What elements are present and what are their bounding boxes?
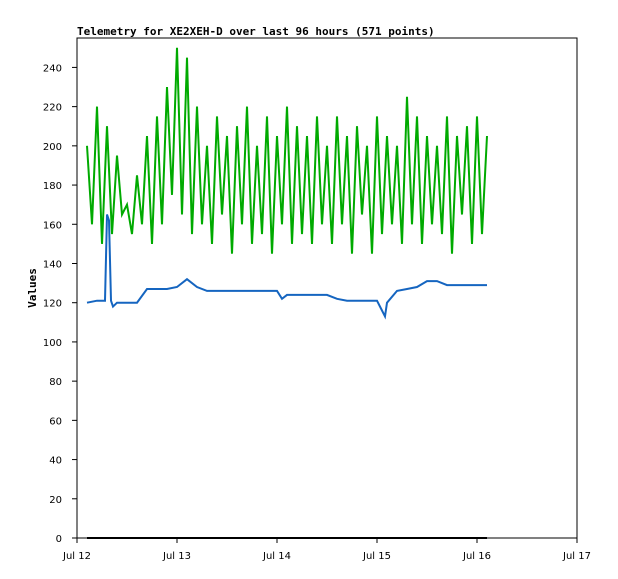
series-layer bbox=[86, 47, 488, 539]
x-tick-label: Jul 13 bbox=[162, 551, 191, 562]
y-tick-label: 80 bbox=[49, 377, 62, 388]
y-tick-label: 120 bbox=[43, 299, 62, 310]
x-axis: Jul 12 Jul 13 Jul 14 Jul 15 Jul 16 Jul 17 bbox=[62, 538, 591, 562]
y-tick-label: 140 bbox=[43, 259, 62, 270]
y-tick-label: 100 bbox=[43, 338, 62, 349]
x-tick-label: Jul 17 bbox=[562, 551, 591, 562]
y-axis: 0 20 40 60 80 100 120 140 160 180 200 220 240 bbox=[43, 63, 77, 545]
y-tick-label: 180 bbox=[43, 181, 62, 192]
y-tick-label: 240 bbox=[43, 63, 62, 74]
y-tick-label: 160 bbox=[43, 220, 62, 231]
series-line-0 bbox=[86, 47, 488, 254]
y-tick-label: 20 bbox=[49, 495, 62, 506]
series-line-1 bbox=[86, 214, 487, 320]
x-tick-label: Jul 16 bbox=[462, 551, 491, 562]
y-axis-label: Values bbox=[26, 268, 39, 308]
y-tick-label: 200 bbox=[43, 142, 62, 153]
y-tick-label: 40 bbox=[49, 456, 62, 467]
x-tick-label: Jul 15 bbox=[362, 551, 391, 562]
y-tick-label: 60 bbox=[49, 416, 62, 427]
y-tick-label: 220 bbox=[43, 103, 62, 114]
x-tick-label: Jul 12 bbox=[62, 551, 91, 562]
y-tick-label: 0 bbox=[56, 534, 62, 545]
x-tick-label: Jul 14 bbox=[262, 551, 291, 562]
chart-title: Telemetry for XE2XEH-D over last 96 hour… bbox=[77, 25, 435, 38]
